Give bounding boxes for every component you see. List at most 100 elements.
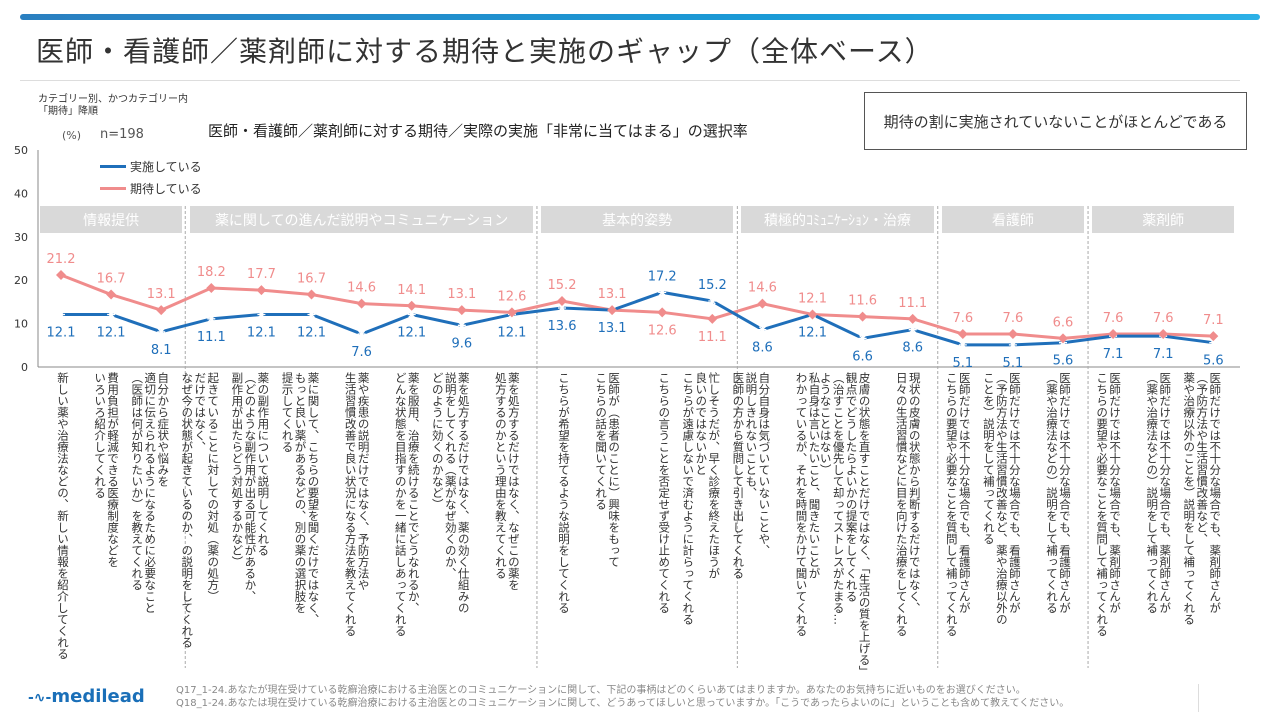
data-point bbox=[1058, 333, 1068, 344]
footnote-q18: Q18_1-24.あなたは現在受けている乾癬治療における主治医とのコミュニケーシ… bbox=[176, 698, 1070, 709]
data-label: 6.6 bbox=[852, 349, 873, 364]
category-label: 薬の副作用について説明してくれる （どのような副作用が出る可能性があるか、 副作… bbox=[230, 372, 271, 602]
data-point bbox=[256, 285, 267, 296]
data-label: 12.1 bbox=[47, 325, 76, 340]
category-label: 私自身は言いたいこと、聞きたいことが わかっているが、それを時間をかけて聞いてく… bbox=[794, 372, 822, 637]
data-point bbox=[757, 298, 768, 309]
data-label: 21.2 bbox=[47, 252, 76, 267]
category-label: 薬に関して、こちらの要望を聞くだけではなく、 もっと良い薬があるなどの、別の薬の… bbox=[280, 372, 321, 625]
page-title: 医師・看護師／薬剤師に対する期待と実施のギャップ（全体ベース） bbox=[36, 35, 934, 68]
callout-box: 期待の割に実施されていないことがほとんどである bbox=[864, 92, 1247, 150]
data-point bbox=[708, 297, 717, 306]
data-label: 14.6 bbox=[748, 281, 777, 296]
data-label: 7.1 bbox=[1103, 347, 1124, 362]
category-label: 医師だけでは不十分な場合でも、薬剤師さんが こちらの要望や必要なことを質問して補… bbox=[1095, 372, 1123, 637]
y-tick-label: 10 bbox=[14, 318, 28, 331]
data-label: 16.7 bbox=[97, 272, 126, 287]
category-label: 医師だけでは不十分な場合でも、薬剤師さんが （予防方法や生活習慣改善など、 薬や… bbox=[1182, 372, 1223, 625]
category-label: 皮膚の状態を直すことだけではなく、「生活の質を上げる」 観点でどうしたらよいかの… bbox=[818, 372, 872, 677]
category-label: 医師が（患者のことに）興味をもって こちらの話を聞いてくれる bbox=[594, 372, 622, 568]
group-band: 薬に関しての進んだ説明やコミュニケーション bbox=[190, 206, 533, 233]
data-label: 17.7 bbox=[247, 267, 276, 282]
data-point bbox=[156, 305, 167, 316]
category-label: 起きていることに対しての対処（薬の処方） だけではなく、 なぜ今の状態が起きてい… bbox=[180, 372, 221, 648]
data-label: 12.1 bbox=[297, 325, 326, 340]
category-label: こちらが希望を持てるような説明をしてくれる bbox=[557, 372, 571, 614]
data-label: 9.6 bbox=[451, 336, 472, 351]
group-band: 積極的ｺﾐｭﾆｹｰｼｮﾝ・治療 bbox=[741, 206, 934, 233]
data-point bbox=[56, 269, 66, 280]
footer-divider bbox=[1198, 684, 1199, 712]
data-point bbox=[557, 296, 567, 307]
data-label: 12.6 bbox=[497, 289, 526, 304]
data-label: 12.6 bbox=[648, 323, 677, 338]
category-label: 費用負担が軽減できる医療制度などを いろいろ紹介してくれる bbox=[93, 372, 121, 568]
data-point bbox=[908, 325, 917, 334]
data-label: 7.6 bbox=[952, 311, 973, 326]
title-divider bbox=[20, 80, 1240, 81]
data-point bbox=[157, 327, 166, 336]
data-point bbox=[957, 329, 968, 340]
data-point bbox=[107, 310, 116, 319]
data-point bbox=[207, 314, 216, 323]
data-label: 13.6 bbox=[548, 319, 577, 334]
legend-label: 実施している bbox=[130, 159, 202, 174]
data-label: 12.1 bbox=[397, 325, 426, 340]
data-label: 14.6 bbox=[347, 281, 376, 296]
diamond-marker-icon bbox=[100, 186, 126, 190]
y-tick-label: 0 bbox=[21, 361, 28, 374]
category-label: 自分自身は気づいていないことや、 説明しきれないことも、 医師の方から質問して引… bbox=[731, 372, 772, 579]
data-point bbox=[657, 307, 668, 318]
category-label: 新しい薬や治療法などの、新しい情報を紹介してくれる bbox=[56, 372, 70, 660]
data-point bbox=[807, 309, 818, 320]
y-tick-label: 40 bbox=[14, 187, 28, 200]
data-label: 14.1 bbox=[397, 283, 426, 298]
asterisk-marker-icon bbox=[100, 164, 126, 168]
category-label: 忙しそうだが、早く診療を終えたほうが 良いのではないかと こちらが遠慮しないで済… bbox=[681, 372, 722, 625]
category-label: 薬や疾患の説明だけではなく、予防方法や 生活習慣改善で良い状況になる方法を教えて… bbox=[343, 372, 371, 637]
data-point bbox=[106, 289, 117, 300]
category-label: 医師だけでは不十分な場合でも、看護師さんが こちらの要望や必要なことを質問して補… bbox=[944, 372, 972, 637]
data-point bbox=[1209, 338, 1218, 347]
data-label: 7.6 bbox=[1103, 311, 1124, 326]
data-label: 15.2 bbox=[548, 278, 577, 293]
data-label: 13.1 bbox=[598, 287, 627, 302]
chart-title: 医師・看護師／薬剤師に対する期待／実際の実施「非常に当てはまる」の選択率 bbox=[208, 122, 748, 140]
data-label: 8.6 bbox=[752, 341, 773, 356]
data-label: 7.1 bbox=[1203, 313, 1224, 328]
sort-note-line2: 「期待」降順 bbox=[38, 106, 98, 117]
legend-item-expected: 期待している bbox=[100, 177, 202, 199]
data-label: 12.1 bbox=[798, 325, 827, 340]
category-label: 医師だけでは不十分な場合でも、看護師さんが （薬や治療法などの）説明をして補って… bbox=[1045, 372, 1072, 614]
data-label: 6.6 bbox=[1053, 315, 1074, 330]
data-label: 8.6 bbox=[902, 341, 923, 356]
sort-note-line1: カテゴリー別、かつカテゴリー内 bbox=[38, 94, 188, 105]
data-label: 11.1 bbox=[698, 330, 727, 345]
data-point bbox=[1158, 329, 1169, 340]
data-label: 5.1 bbox=[1003, 356, 1024, 371]
category-label: 薬を服用、治療を続けることでどうなれるか、 どんな状態を目指すのかを一緒に話しあ… bbox=[393, 372, 421, 637]
category-label: 医師だけでは不十分な場合でも、看護師さんが （予防方法や生活習慣改善など、薬や治… bbox=[981, 372, 1022, 625]
data-label: 12.1 bbox=[798, 291, 827, 306]
data-point bbox=[257, 310, 266, 319]
data-label: 16.7 bbox=[297, 272, 326, 287]
data-label: 5.6 bbox=[1053, 354, 1074, 369]
unit-label: (%) bbox=[62, 129, 82, 142]
data-point bbox=[1108, 329, 1119, 340]
data-label: 15.2 bbox=[698, 278, 727, 293]
series-line bbox=[60, 273, 1214, 340]
data-label: 8.1 bbox=[151, 343, 172, 358]
data-point bbox=[958, 340, 967, 349]
data-label: 7.6 bbox=[1003, 311, 1024, 326]
group-band: 薬剤師 bbox=[1092, 206, 1235, 233]
question-footnote: Q17_1-24.あなたが現在受けている乾癬治療における主治医とのコミュニケーシ… bbox=[176, 684, 1069, 710]
data-point bbox=[1008, 340, 1017, 349]
data-label: 5.1 bbox=[952, 356, 973, 371]
data-point bbox=[707, 313, 718, 324]
data-point bbox=[558, 303, 566, 312]
data-point bbox=[206, 283, 217, 294]
data-point bbox=[1208, 331, 1219, 342]
data-point bbox=[607, 305, 618, 316]
data-point bbox=[456, 305, 467, 316]
